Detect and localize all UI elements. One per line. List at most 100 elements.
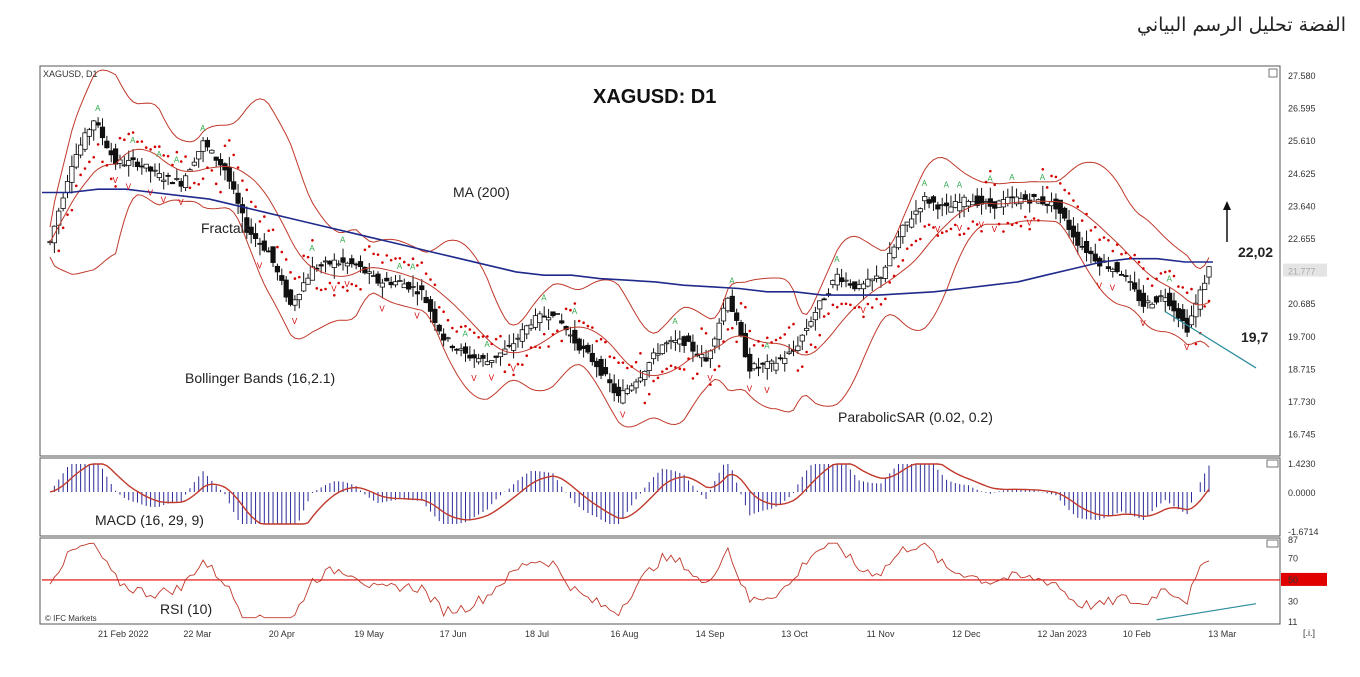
sar-dot bbox=[892, 274, 896, 278]
sar-dot bbox=[1037, 219, 1040, 222]
sar-dot bbox=[267, 229, 270, 233]
candle-body bbox=[1206, 266, 1212, 278]
price-tick-label: 18.715 bbox=[1288, 364, 1316, 374]
sar-dot bbox=[713, 368, 717, 372]
candle-body bbox=[777, 357, 783, 360]
candle-body bbox=[751, 363, 757, 370]
candle-body bbox=[1127, 281, 1133, 283]
candle-body bbox=[309, 266, 316, 281]
candle-body bbox=[978, 195, 985, 205]
candle-body bbox=[344, 262, 351, 267]
sar-dot bbox=[787, 326, 791, 329]
candle-body bbox=[734, 312, 740, 321]
fractal-down-marker: V bbox=[471, 374, 477, 383]
candle-body bbox=[462, 346, 469, 354]
candle-body bbox=[209, 149, 215, 154]
sar-dot bbox=[416, 264, 419, 267]
candle-body bbox=[524, 325, 530, 335]
candle-body bbox=[1123, 275, 1129, 277]
sar-dot bbox=[722, 340, 725, 343]
candle-body bbox=[707, 350, 714, 360]
price-tick-label: 27.580 bbox=[1288, 71, 1316, 81]
fractal-up-marker: A bbox=[987, 175, 993, 184]
fractal-down-marker: V bbox=[126, 183, 132, 192]
candle-body bbox=[585, 344, 591, 353]
date-tick-label: 18 Jul bbox=[525, 629, 549, 639]
sar-dot bbox=[626, 366, 629, 370]
fractal-down-marker: V bbox=[161, 196, 167, 205]
candle-body bbox=[537, 313, 543, 324]
sar-dot bbox=[153, 145, 157, 149]
sar-dot bbox=[166, 154, 170, 158]
candle-body bbox=[808, 321, 814, 327]
sar-dot bbox=[989, 169, 992, 173]
candle-body bbox=[99, 126, 106, 139]
sar-dot bbox=[569, 308, 572, 312]
date-tick-label: 12 Jan 2023 bbox=[1037, 629, 1087, 639]
sar-dot bbox=[433, 283, 437, 287]
candle-body bbox=[637, 377, 644, 382]
candle-body bbox=[1044, 203, 1050, 206]
sar-dot bbox=[228, 139, 231, 142]
sar-dot bbox=[809, 343, 813, 346]
sar-dot bbox=[521, 363, 524, 366]
sar-dot bbox=[1133, 253, 1136, 257]
sar-dot bbox=[249, 200, 253, 204]
sar-dot bbox=[79, 173, 82, 177]
candle-body bbox=[322, 260, 329, 263]
candle-body bbox=[738, 322, 744, 337]
candle-body bbox=[1031, 193, 1037, 198]
sar-dot bbox=[158, 145, 161, 148]
macd-panel-close[interactable] bbox=[1266, 459, 1279, 468]
chart-title: XAGUSD: D1 bbox=[593, 86, 716, 108]
candle-body bbox=[506, 344, 512, 347]
sar-dot bbox=[1163, 270, 1167, 274]
sar-dot bbox=[818, 333, 822, 337]
fractal-down-marker: V bbox=[1110, 284, 1116, 293]
candle-body bbox=[908, 218, 915, 228]
candle-body bbox=[594, 360, 600, 368]
candle-body bbox=[922, 196, 928, 202]
price-panel-maximize[interactable] bbox=[1268, 68, 1278, 78]
sar-dot bbox=[730, 326, 734, 330]
sar-dot bbox=[341, 285, 345, 289]
fractal-up-marker: A bbox=[957, 181, 963, 190]
candle-body bbox=[755, 366, 762, 369]
sar-dot bbox=[744, 305, 747, 309]
sar-dot bbox=[1146, 277, 1150, 281]
candle-body bbox=[274, 265, 281, 273]
up-arrow-head bbox=[1223, 201, 1231, 210]
sar-dot bbox=[1128, 256, 1132, 260]
fractal-down-marker: V bbox=[379, 304, 385, 313]
candle-body bbox=[108, 150, 114, 156]
sar-dot bbox=[123, 138, 126, 142]
candle-body bbox=[357, 261, 364, 268]
sar-dot bbox=[884, 297, 887, 301]
candle-body bbox=[1145, 300, 1151, 304]
candle-body bbox=[480, 355, 486, 359]
rsi-layer bbox=[42, 542, 1280, 621]
candle-body bbox=[169, 182, 176, 185]
price-tick-label: 22.655 bbox=[1288, 234, 1316, 244]
fractal-up-marker: A bbox=[572, 307, 578, 316]
candle-body bbox=[1136, 289, 1142, 302]
sar-dot bbox=[337, 281, 340, 285]
fractals-label: Fractals bbox=[201, 220, 251, 236]
candle-body bbox=[642, 370, 648, 380]
candle-body bbox=[86, 129, 92, 137]
date-tick-label: 19 May bbox=[354, 629, 384, 639]
candle-body bbox=[73, 154, 79, 168]
sar-dot bbox=[634, 360, 638, 364]
candle-body bbox=[432, 308, 438, 323]
candle-body bbox=[935, 204, 941, 210]
rsi-panel-close[interactable] bbox=[1266, 539, 1279, 548]
sar-dot bbox=[420, 261, 424, 264]
macd-label: MACD (16, 29, 9) bbox=[95, 512, 204, 528]
sar-dot bbox=[888, 281, 892, 284]
sar-dot bbox=[57, 249, 61, 253]
candle-body bbox=[532, 315, 539, 328]
candle-body bbox=[414, 291, 420, 295]
candle-body bbox=[887, 252, 893, 267]
sar-dot bbox=[92, 155, 96, 159]
sar-dot bbox=[359, 287, 362, 291]
